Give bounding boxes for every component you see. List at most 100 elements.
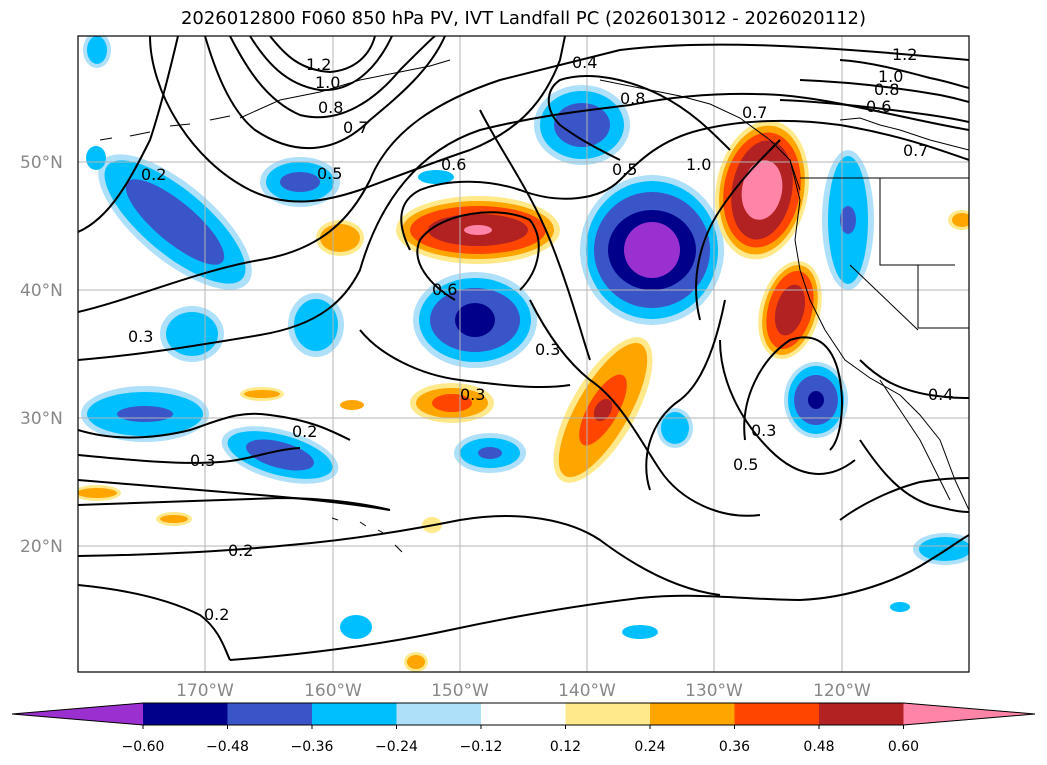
contour-line (359, 329, 571, 389)
pv-blob (86, 146, 106, 170)
contour-label: 0.8 (318, 98, 343, 117)
pv-shading (78, 36, 969, 672)
contour-label: 0.2 (228, 541, 253, 560)
contour-line (149, 36, 566, 203)
pv-blob (98, 154, 252, 290)
contour-label: 0.5 (612, 160, 637, 179)
pv-blob (913, 533, 969, 565)
contour-line (229, 534, 969, 661)
contour-line (859, 359, 969, 399)
colorbar-segment (819, 703, 904, 725)
pv-blob (316, 220, 364, 256)
contour-label: 0.4 (928, 385, 953, 404)
bc-coast (789, 159, 826, 331)
contour-line (78, 479, 391, 511)
contour-label: 0.2 (292, 422, 317, 441)
lat-label: 40°N (20, 281, 63, 301)
pv-blob (78, 485, 121, 501)
colorbar-tick-label: −0.60 (122, 739, 165, 755)
us-west-coast (824, 329, 969, 511)
contour-labels: 1.2 1.0 0.8 0.7 0.5 0.2 0.6 0.4 0.8 0.5 … (128, 45, 953, 624)
colorbar-segment (143, 703, 228, 725)
aleutian-islands (99, 115, 231, 141)
colorbar-tick-label: −0.12 (460, 739, 503, 755)
pv-blob (413, 272, 537, 368)
colorbar-segment (650, 703, 735, 725)
contour-label: 0.3 (190, 451, 215, 470)
pv-blob (622, 625, 658, 639)
colorbar-segment (481, 703, 566, 725)
pv-blob (758, 261, 822, 359)
contour-label: 0.7 (903, 141, 928, 160)
contour-line (416, 211, 540, 301)
contour-line (249, 36, 393, 92)
lon-label: 140°W (558, 681, 616, 701)
contour-line (78, 496, 391, 511)
contour-label: 0.7 (343, 118, 368, 137)
contour-line (78, 92, 969, 361)
pv-blob (81, 386, 209, 442)
lat-label: 30°N (20, 409, 63, 429)
pv-blob (553, 337, 653, 483)
colorbar-tick-label: 0.48 (803, 739, 834, 755)
contour-label: 0.5 (317, 164, 342, 183)
contour-label: 0.5 (733, 455, 758, 474)
pv-blob (410, 383, 494, 423)
pv-blob (340, 615, 372, 639)
lat-label: 50°N (20, 153, 63, 173)
contour-label: 0.3 (460, 385, 485, 404)
contour-line (743, 336, 843, 451)
ivt-contours (78, 36, 969, 661)
contour-label: 1.0 (686, 155, 711, 174)
contour-label: 0.8 (874, 80, 899, 99)
lon-label: 130°W (685, 681, 743, 701)
contour-line (229, 36, 436, 119)
lon-labels: 170°W 160°W 150°W 140°W 130°W 120°W (176, 681, 871, 701)
colorbar-tick-label: −0.48 (206, 739, 249, 755)
contour-line (269, 36, 376, 74)
contour-line (529, 299, 761, 517)
colorbar-segment (227, 703, 313, 725)
contour-line (78, 584, 231, 661)
pv-blob (221, 426, 339, 484)
us-interior-coast (839, 117, 969, 151)
colorbar-segment (565, 703, 651, 725)
lon-label: 170°W (176, 681, 234, 701)
lat-label: 20°N (20, 537, 63, 557)
contour-label: 0.6 (866, 97, 891, 116)
colorbar-tick-label: 0.36 (719, 739, 750, 755)
contour-line (859, 439, 969, 513)
pv-blob (657, 408, 693, 448)
contour-label: 1.0 (315, 73, 340, 92)
lon-label: 160°W (304, 681, 362, 701)
pv-blob (822, 150, 874, 290)
pv-blob (340, 400, 364, 410)
lat-labels: 50°N 40°N 30°N 20°N (20, 153, 63, 557)
contour-label: 0.3 (535, 340, 560, 359)
pv-blob (160, 306, 224, 362)
contour-label: 1.2 (892, 45, 917, 64)
contour-line (779, 99, 969, 123)
contour-label: 0.3 (751, 421, 776, 440)
pv-blob (83, 36, 111, 68)
contour-line (78, 43, 969, 313)
colorbar-tick-label: 0.24 (634, 739, 665, 755)
contour-line (799, 79, 969, 103)
contour-line (78, 447, 301, 464)
colorbar-extend-max (903, 703, 1035, 725)
colorbar-segment (734, 703, 820, 725)
colorbar: −0.60 −0.48 −0.36 −0.24 −0.12 0.12 0.24 0.36 0.4… (11, 702, 1036, 755)
contour-label: 0.6 (441, 155, 466, 174)
contour-line (695, 139, 781, 321)
contour-label: 0.3 (128, 327, 153, 346)
contour-line (479, 109, 591, 361)
contour-label: 0.2 (204, 605, 229, 624)
graticule (78, 36, 969, 672)
colorbar-tick-label: 0.60 (888, 739, 919, 755)
contour-line (78, 36, 179, 233)
pv-blob (288, 293, 344, 357)
pv-blob (784, 362, 848, 438)
pv-blob (396, 196, 560, 264)
contour-line (645, 299, 726, 491)
colorbar-tick-label: −0.36 (291, 739, 334, 755)
